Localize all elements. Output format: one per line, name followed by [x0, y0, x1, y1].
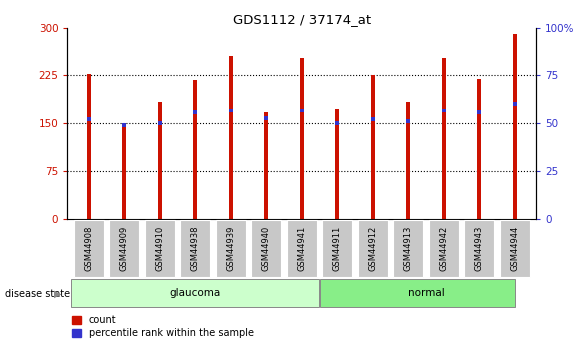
Bar: [87, 117, 91, 121]
FancyBboxPatch shape: [71, 279, 319, 307]
FancyBboxPatch shape: [464, 220, 495, 277]
Title: GDS1112 / 37174_at: GDS1112 / 37174_at: [233, 13, 371, 27]
Text: GSM44940: GSM44940: [262, 226, 271, 271]
Bar: [193, 110, 197, 114]
Text: GSM44941: GSM44941: [297, 226, 306, 271]
Text: GSM44942: GSM44942: [440, 226, 448, 271]
Bar: [335, 109, 339, 219]
Bar: [335, 121, 339, 125]
Text: GSM44943: GSM44943: [475, 226, 484, 271]
Bar: [406, 119, 410, 123]
Text: GSM44913: GSM44913: [404, 226, 413, 271]
Text: GSM44909: GSM44909: [120, 226, 129, 271]
Bar: [299, 58, 304, 219]
Bar: [122, 123, 127, 219]
FancyBboxPatch shape: [216, 220, 246, 277]
Text: GSM44908: GSM44908: [84, 226, 93, 271]
Bar: [158, 121, 162, 125]
FancyBboxPatch shape: [393, 220, 424, 277]
Text: normal: normal: [408, 288, 444, 298]
Text: ▶: ▶: [54, 289, 62, 299]
Bar: [229, 56, 233, 219]
FancyBboxPatch shape: [180, 220, 210, 277]
FancyBboxPatch shape: [145, 220, 175, 277]
Text: GSM44912: GSM44912: [369, 226, 377, 271]
Bar: [477, 79, 482, 219]
FancyBboxPatch shape: [322, 220, 352, 277]
FancyBboxPatch shape: [287, 220, 317, 277]
FancyBboxPatch shape: [251, 220, 281, 277]
Text: GSM44938: GSM44938: [191, 226, 200, 271]
FancyBboxPatch shape: [74, 220, 104, 277]
Bar: [229, 109, 233, 112]
Legend: count, percentile rank within the sample: count, percentile rank within the sample: [72, 315, 254, 338]
Text: GSM44939: GSM44939: [226, 226, 235, 271]
Text: GSM44910: GSM44910: [155, 226, 164, 271]
Bar: [264, 112, 268, 219]
Bar: [371, 117, 375, 121]
Bar: [442, 58, 446, 219]
Bar: [513, 34, 517, 219]
Bar: [513, 102, 517, 106]
FancyBboxPatch shape: [429, 220, 459, 277]
Bar: [477, 110, 482, 114]
Bar: [299, 109, 304, 112]
Bar: [193, 80, 197, 219]
FancyBboxPatch shape: [357, 220, 388, 277]
Bar: [442, 109, 446, 112]
FancyBboxPatch shape: [500, 220, 530, 277]
Bar: [87, 74, 91, 219]
Bar: [122, 123, 127, 127]
FancyBboxPatch shape: [321, 279, 515, 307]
Text: glaucoma: glaucoma: [169, 288, 221, 298]
FancyBboxPatch shape: [109, 220, 139, 277]
Bar: [158, 102, 162, 219]
Text: disease state: disease state: [5, 289, 70, 299]
Bar: [406, 102, 410, 219]
Bar: [371, 76, 375, 219]
Bar: [264, 116, 268, 120]
Text: GSM44944: GSM44944: [510, 226, 519, 271]
Text: GSM44911: GSM44911: [333, 226, 342, 271]
